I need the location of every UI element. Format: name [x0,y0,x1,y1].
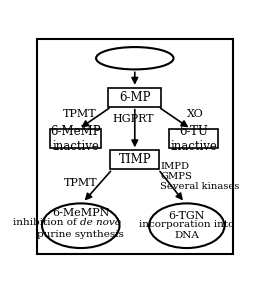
Text: 6-TGN: 6-TGN [169,211,205,221]
Text: XO: XO [187,109,204,119]
Text: purine synthesis: purine synthesis [37,230,124,239]
FancyBboxPatch shape [108,88,161,107]
Text: 6-MP: 6-MP [119,91,150,104]
FancyBboxPatch shape [169,129,218,148]
Text: 6-MeMP
inactive: 6-MeMP inactive [50,125,101,153]
Ellipse shape [96,47,174,69]
Ellipse shape [42,203,119,248]
Text: TPMT: TPMT [62,109,96,119]
Text: DNA: DNA [174,231,199,240]
FancyBboxPatch shape [50,129,101,148]
Text: inhibition of de novo: inhibition of de novo [27,218,135,227]
Text: de novo: de novo [80,218,121,227]
Text: incorporation into: incorporation into [139,220,234,229]
FancyBboxPatch shape [110,150,159,169]
Ellipse shape [149,203,225,248]
Text: TIMP: TIMP [118,153,151,166]
Text: 6-TU
inactive: 6-TU inactive [170,125,217,153]
Text: HGPRT: HGPRT [112,114,154,124]
Text: 6-MeMPN: 6-MeMPN [52,209,109,218]
Text: inhibition of: inhibition of [13,218,80,227]
Text: IMPD
GMPS
Several kinases: IMPD GMPS Several kinases [160,162,240,191]
Text: TPMT: TPMT [63,178,97,188]
